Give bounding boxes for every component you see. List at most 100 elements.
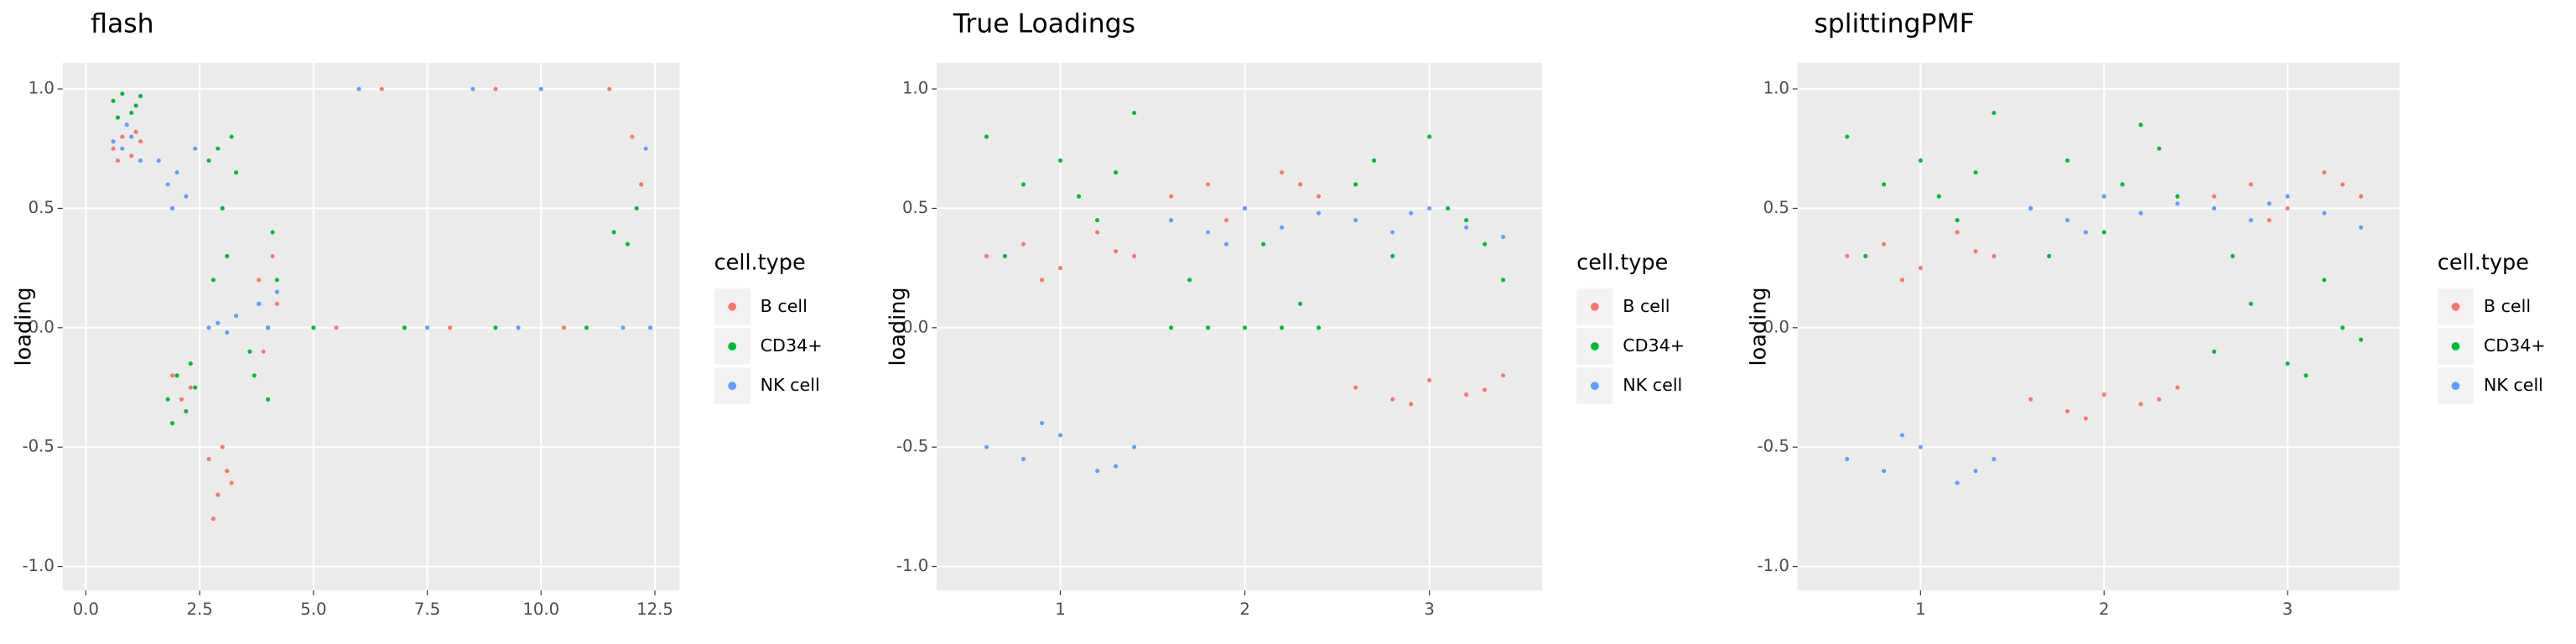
point — [2064, 158, 2070, 164]
point — [165, 397, 170, 402]
point — [630, 134, 635, 139]
point — [625, 242, 630, 247]
point — [1390, 397, 1395, 402]
point — [2083, 230, 2088, 235]
point — [174, 373, 179, 378]
point — [1955, 230, 1960, 235]
point — [1992, 456, 1997, 462]
point — [206, 158, 211, 164]
point — [2138, 122, 2143, 127]
point — [1918, 158, 1923, 164]
point — [165, 182, 170, 187]
point — [634, 205, 639, 211]
legend-marker — [2451, 302, 2460, 311]
point — [1390, 253, 1395, 258]
point — [1845, 456, 1850, 462]
y-tick-label: -1.0 — [896, 556, 928, 575]
point — [1317, 194, 1322, 199]
point — [115, 158, 120, 164]
x-tick-label: 10.0 — [522, 600, 559, 619]
point — [1427, 205, 1432, 211]
point — [334, 325, 339, 330]
point — [1483, 242, 1488, 247]
point — [1955, 480, 1960, 486]
point — [493, 86, 498, 91]
point — [234, 314, 239, 319]
point — [639, 182, 644, 187]
chart-title: flash — [91, 9, 153, 39]
legend-marker — [2451, 382, 2460, 391]
point — [1057, 158, 1063, 164]
point — [1936, 194, 1941, 199]
point — [1427, 377, 1432, 383]
point — [538, 86, 543, 91]
point — [1280, 225, 1285, 230]
point — [1955, 218, 1960, 223]
point — [2322, 170, 2327, 175]
point — [1131, 110, 1137, 116]
point — [229, 480, 234, 486]
legend-label: CD34+ — [1623, 335, 1685, 356]
point — [1409, 210, 1414, 216]
point — [252, 373, 257, 378]
legend-marker — [1590, 302, 1599, 311]
point — [220, 205, 225, 211]
point — [129, 153, 134, 158]
point — [1224, 242, 1229, 247]
point — [257, 301, 262, 306]
point — [1113, 464, 1119, 469]
point — [111, 98, 116, 103]
point — [170, 373, 175, 378]
point — [1918, 266, 1923, 271]
legend-title: cell.type — [2438, 251, 2529, 276]
legend-marker — [1590, 382, 1599, 391]
point — [225, 253, 230, 258]
point — [1280, 325, 1285, 330]
point — [133, 103, 138, 108]
point — [216, 146, 221, 151]
point — [1882, 469, 1887, 474]
point — [120, 134, 125, 139]
point — [2175, 201, 2180, 206]
legend-label: B cell — [2484, 296, 2531, 316]
point — [2157, 397, 2162, 402]
legend-title: cell.type — [714, 251, 806, 276]
plot-background — [62, 62, 680, 591]
point — [206, 325, 211, 330]
point — [210, 517, 216, 522]
legend-marker — [1590, 342, 1599, 351]
point — [133, 129, 138, 134]
point — [2083, 416, 2088, 421]
point — [188, 361, 193, 366]
point — [2285, 194, 2290, 199]
point — [2138, 210, 2143, 216]
chart-title: True Loadings — [953, 9, 1135, 39]
point — [216, 492, 221, 497]
point — [470, 86, 475, 91]
point — [984, 134, 989, 139]
point — [261, 349, 266, 354]
y-tick-label: 1.0 — [29, 79, 55, 98]
point — [1317, 210, 1322, 216]
point — [561, 325, 566, 330]
x-tick-label: 1 — [1055, 600, 1066, 619]
x-tick-label: 5.0 — [300, 600, 326, 619]
point — [1039, 421, 1045, 426]
point — [265, 325, 271, 330]
y-axis-label: loading — [886, 287, 911, 366]
legend-label: B cell — [1623, 296, 1670, 316]
point — [257, 278, 262, 283]
point — [193, 385, 198, 390]
point — [2267, 218, 2272, 223]
point — [111, 146, 116, 151]
point — [356, 86, 361, 91]
point — [129, 110, 134, 116]
point — [1039, 278, 1045, 283]
point — [1131, 253, 1137, 258]
y-tick-label: -0.5 — [23, 437, 55, 456]
point — [1372, 158, 1377, 164]
y-tick-label: 1.0 — [902, 79, 928, 98]
point — [274, 278, 279, 283]
point — [1298, 182, 1303, 187]
